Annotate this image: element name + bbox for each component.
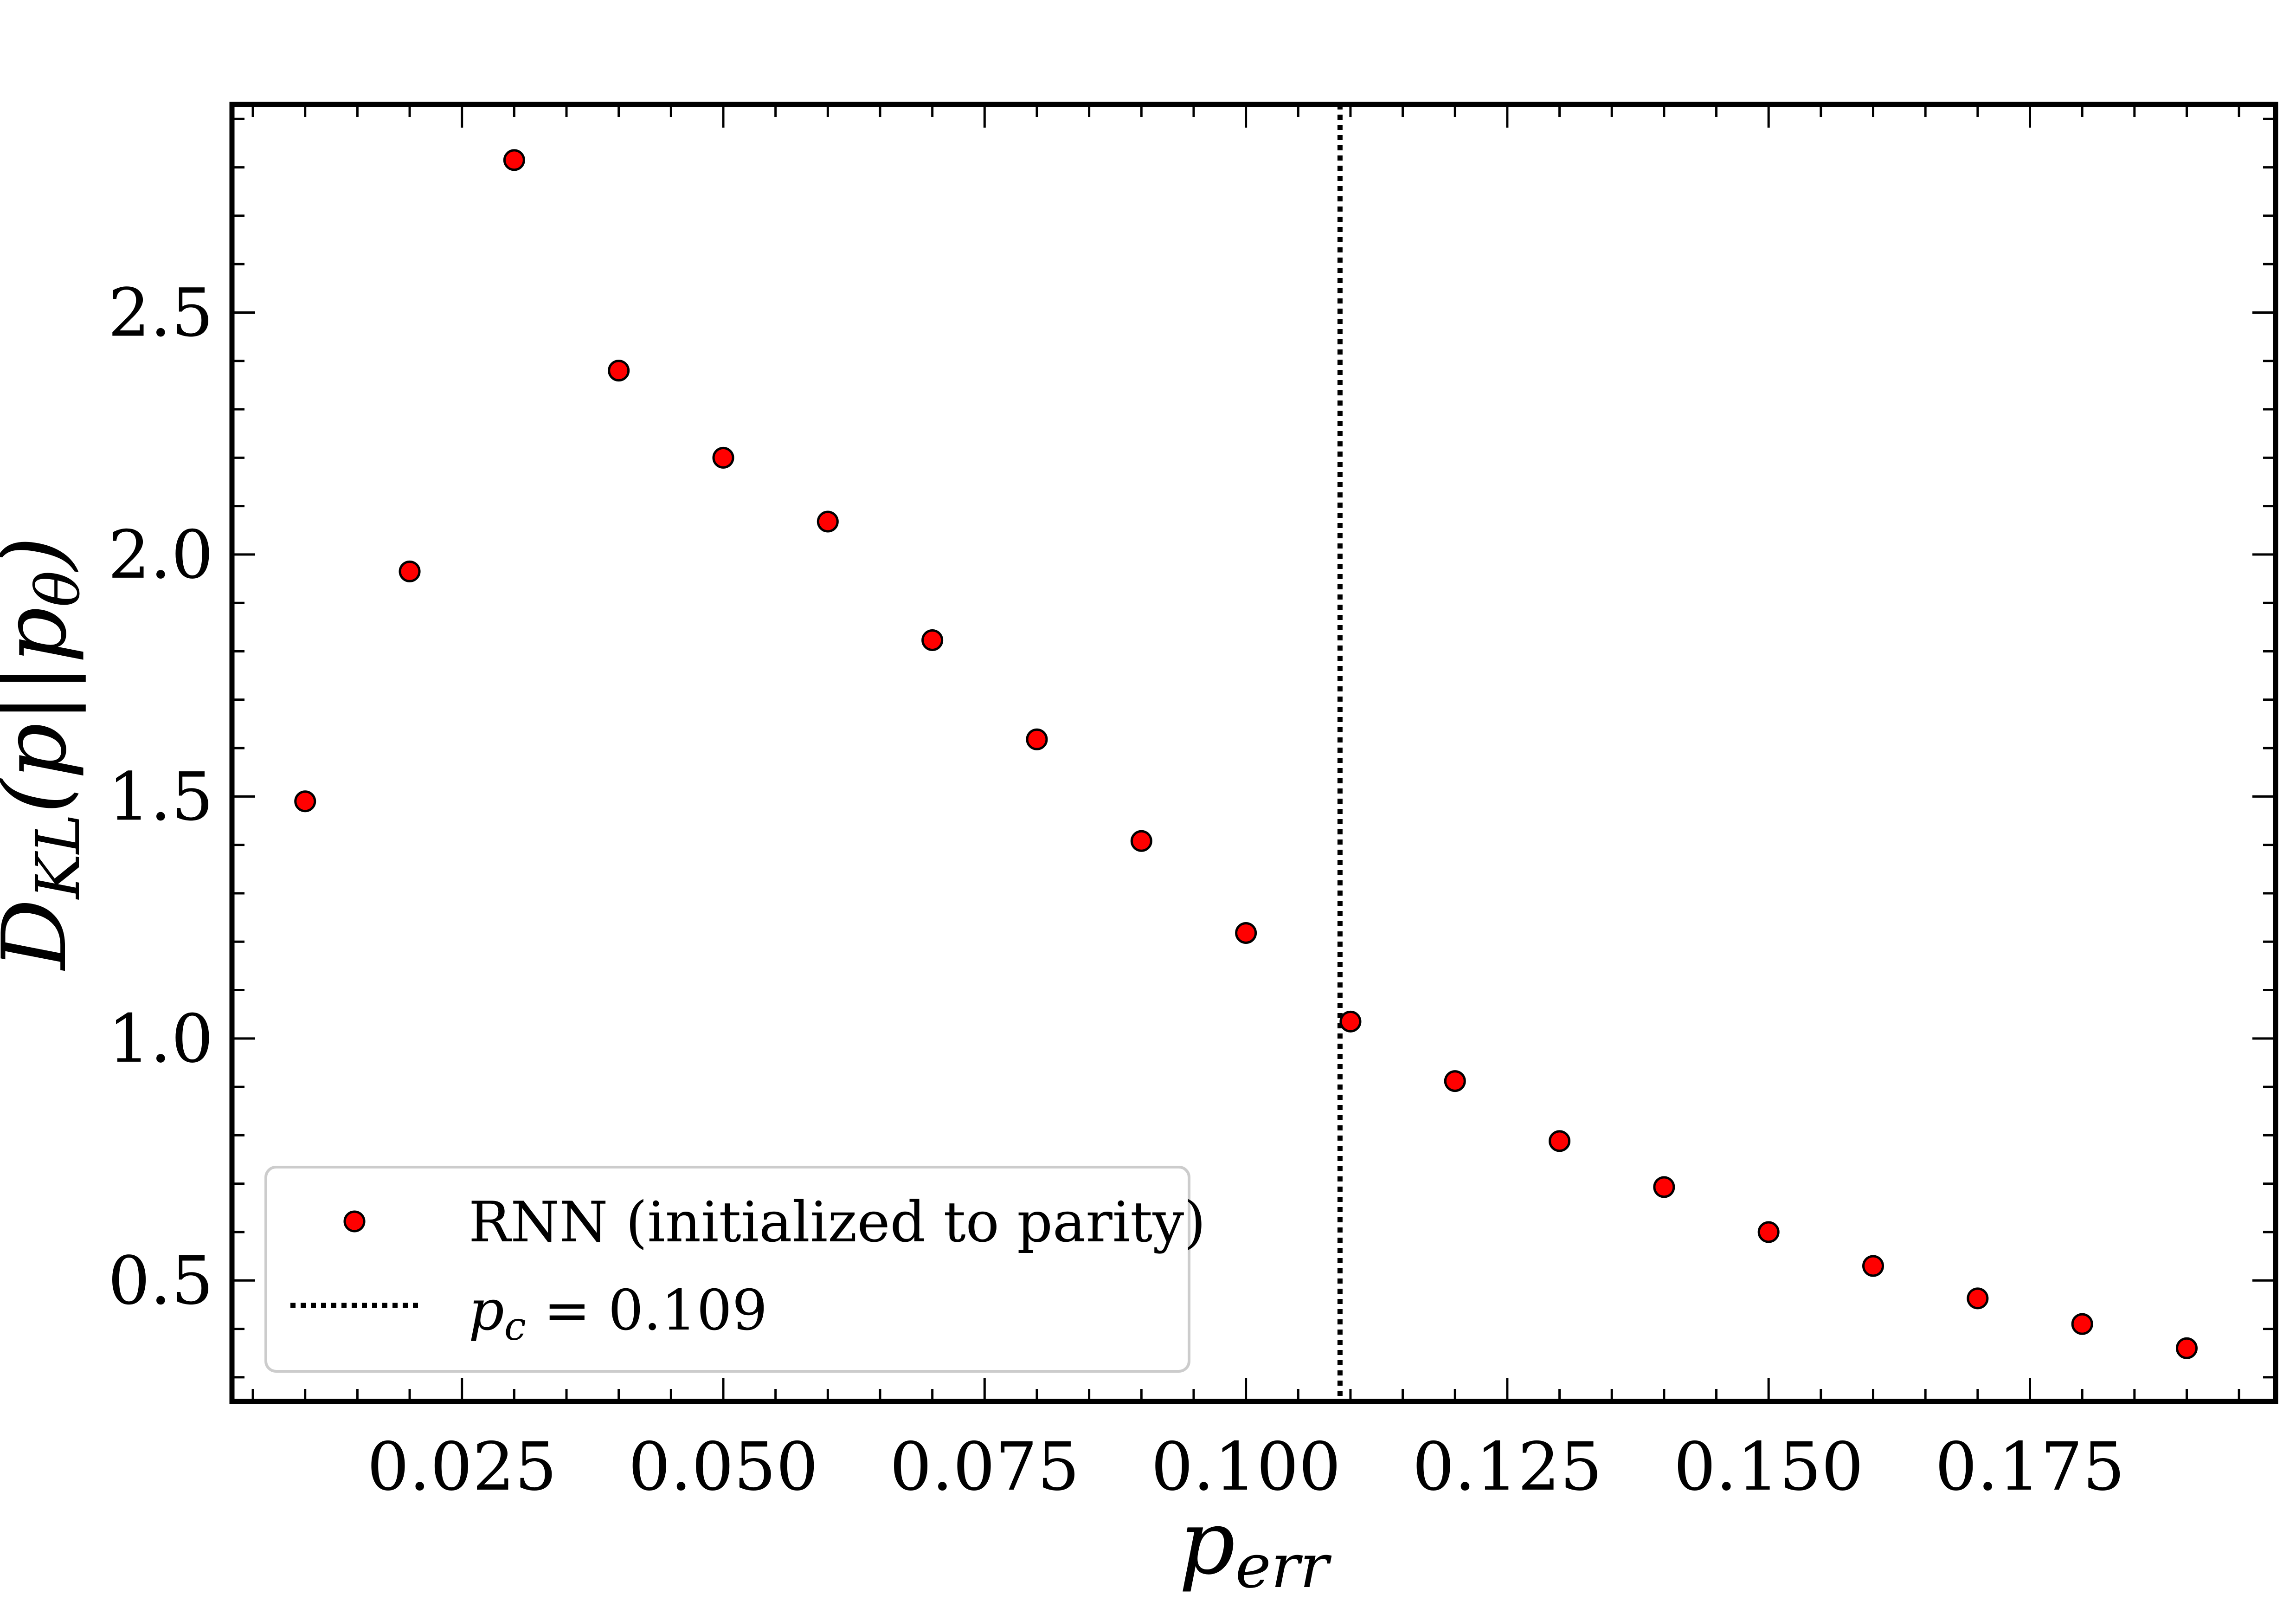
y-axis-label-base: D [0,899,86,971]
data-point [1339,1010,1362,1033]
data-point [817,510,839,533]
data-point [921,629,944,652]
x-tick-label: 0.125 [1412,1428,1602,1505]
legend-threshold-subscript: c [504,1304,526,1349]
data-point [1653,1176,1675,1198]
x-axis-tick-labels: 0.025 0.050 0.075 0.100 0.125 0.150 0.175 [367,1428,2125,1505]
legend-box [264,1166,1190,1373]
legend: RNN (initialized to parity) pc = 0.109 [264,1166,1206,1373]
x-tick-label: 0.175 [1935,1428,2125,1505]
x-tick-label: 0.100 [1151,1428,1341,1505]
data-point [1757,1221,1780,1243]
data-point [1549,1130,1571,1152]
data-points [294,149,2198,1359]
x-axis-label: perr [1179,1491,1332,1601]
x-tick-label: 0.025 [367,1428,557,1505]
y-axis-tick-labels: 0.5 1.0 1.5 2.0 2.5 [108,274,213,1319]
y-tick-label: 1.5 [108,758,213,835]
data-point [503,149,525,171]
y-tick-label: 2.0 [108,516,213,594]
legend-threshold-symbol: p [469,1278,504,1343]
y-axis-label-body: (p||p [0,607,86,813]
x-tick-label: 0.150 [1674,1428,1864,1505]
data-point [608,360,630,382]
x-axis-label-subscript: err [1235,1531,1332,1601]
y-axis-label-close: ) [0,536,86,573]
data-point [1130,830,1152,852]
data-point [1235,922,1257,944]
y-axis-label: DKL(p||pθ) [0,536,93,971]
legend-label-rnn: RNN (initialized to parity) [469,1190,1206,1255]
y-axis-label-subscript: KL [23,814,93,900]
x-tick-label: 0.075 [890,1428,1080,1505]
data-point [2071,1313,2093,1335]
data-point [1862,1255,1884,1277]
legend-marker-rnn [343,1210,366,1233]
legend-label-threshold: pc = 0.109 [469,1278,767,1349]
data-point [2175,1337,2198,1359]
legend-threshold-value: = 0.109 [526,1278,767,1343]
plot-frame [229,102,2278,1404]
y-tick-label: 1.0 [108,1000,213,1078]
data-point [1026,728,1048,750]
data-point [1444,1070,1466,1092]
data-point [399,560,421,582]
data-point [712,446,734,469]
y-tick-label: 0.5 [108,1242,213,1319]
x-tick-label: 0.050 [628,1428,818,1505]
data-point [294,790,316,813]
x-axis-label-base: p [1179,1491,1235,1594]
y-tick-label: 2.5 [108,274,213,351]
data-point [1967,1287,1989,1310]
y-axis-label-subscript-2: θ [23,571,93,607]
